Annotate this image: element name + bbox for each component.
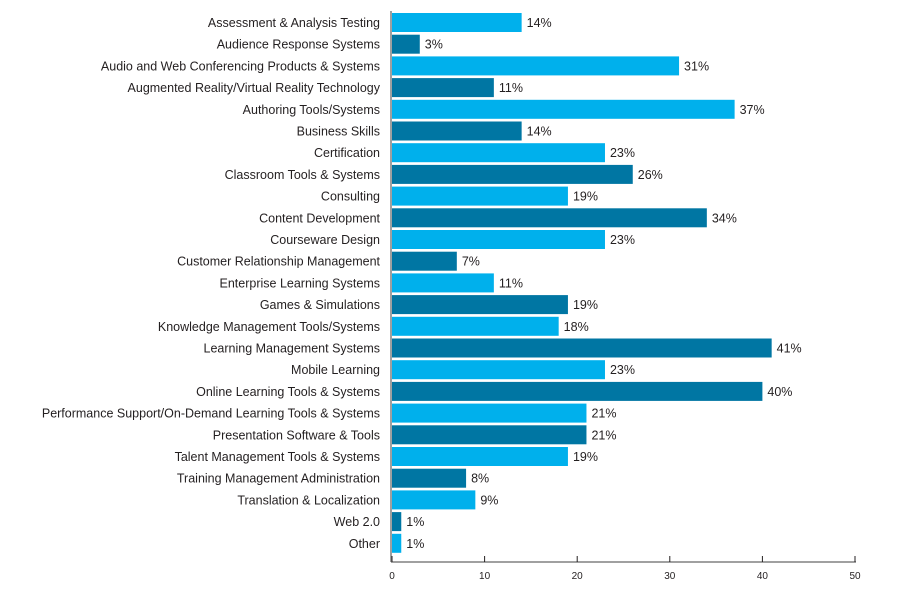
category-label: Translation & Localization	[237, 493, 380, 507]
category-label: Augmented Reality/Virtual Reality Techno…	[128, 81, 381, 95]
data-label: 26%	[638, 168, 663, 182]
bar	[392, 186, 568, 206]
bar	[392, 143, 605, 163]
category-label: Classroom Tools & Systems	[225, 168, 380, 182]
bar	[392, 490, 476, 510]
category-label: Assessment & Analysis Testing	[208, 16, 380, 30]
x-tick-label: 40	[757, 571, 769, 582]
category-label: Business Skills	[297, 125, 380, 139]
category-label: Learning Management Systems	[204, 342, 380, 356]
category-label: Other	[349, 537, 380, 551]
data-label: 21%	[591, 407, 616, 421]
category-label: Web 2.0	[334, 515, 380, 529]
data-label: 11%	[499, 276, 523, 290]
bar	[392, 251, 457, 271]
category-label: Enterprise Learning Systems	[220, 276, 381, 290]
category-label: Audience Response Systems	[217, 38, 380, 52]
data-label: 14%	[527, 125, 552, 139]
bar	[392, 468, 467, 488]
category-label: Mobile Learning	[291, 363, 380, 377]
bar	[392, 381, 763, 401]
data-label: 23%	[610, 363, 635, 377]
x-tick-label: 20	[572, 571, 584, 582]
x-tick-label: 10	[479, 571, 491, 582]
category-label: Online Learning Tools & Systems	[196, 385, 380, 399]
category-label: Authoring Tools/Systems	[243, 103, 380, 117]
bar	[392, 533, 402, 553]
bar	[392, 78, 494, 98]
data-label: 31%	[684, 59, 709, 73]
category-label: Performance Support/On-Demand Learning T…	[42, 407, 380, 421]
category-label: Presentation Software & Tools	[213, 428, 380, 442]
data-label: 14%	[527, 16, 552, 30]
data-label: 41%	[777, 342, 802, 356]
bar	[392, 164, 633, 184]
bar	[392, 338, 772, 358]
category-label: Consulting	[321, 190, 380, 204]
bar	[392, 425, 587, 445]
x-tick-label: 0	[389, 571, 395, 582]
category-label: Audio and Web Conferencing Products & Sy…	[101, 59, 380, 73]
x-tick-label: 50	[849, 571, 861, 582]
data-label: 23%	[610, 146, 635, 160]
category-label: Customer Relationship Management	[177, 255, 380, 269]
category-label: Content Development	[259, 211, 380, 225]
bar	[392, 34, 420, 54]
bar	[392, 360, 605, 380]
data-label: 1%	[406, 537, 424, 551]
data-label: 37%	[740, 103, 765, 117]
bar	[392, 56, 680, 76]
data-label: 23%	[610, 233, 635, 247]
bar	[392, 316, 559, 336]
bar	[392, 273, 494, 293]
bar	[392, 512, 402, 532]
data-label: 21%	[591, 428, 616, 442]
data-label: 11%	[499, 81, 523, 95]
bar	[392, 121, 522, 141]
bar	[392, 99, 735, 119]
data-label: 7%	[462, 255, 480, 269]
data-label: 8%	[471, 472, 489, 486]
data-label: 19%	[573, 298, 598, 312]
data-label: 19%	[573, 190, 598, 204]
category-label: Certification	[314, 146, 380, 160]
bar	[392, 208, 707, 228]
category-label: Knowledge Management Tools/Systems	[158, 320, 380, 334]
data-label: 40%	[767, 385, 792, 399]
category-label: Training Management Administration	[177, 472, 380, 486]
data-label: 18%	[564, 320, 589, 334]
data-label: 3%	[425, 38, 443, 52]
data-label: 1%	[406, 515, 424, 529]
bar	[392, 447, 568, 466]
data-label: 34%	[712, 211, 737, 225]
x-tick-label: 30	[664, 571, 676, 582]
bar	[392, 13, 522, 32]
bar	[392, 403, 587, 423]
bar	[392, 230, 605, 249]
category-label: Courseware Design	[270, 233, 380, 247]
bar	[392, 295, 568, 315]
data-label: 9%	[480, 493, 498, 507]
data-label: 19%	[573, 450, 598, 464]
category-label: Games & Simulations	[260, 298, 380, 312]
category-label: Talent Management Tools & Systems	[175, 450, 380, 464]
